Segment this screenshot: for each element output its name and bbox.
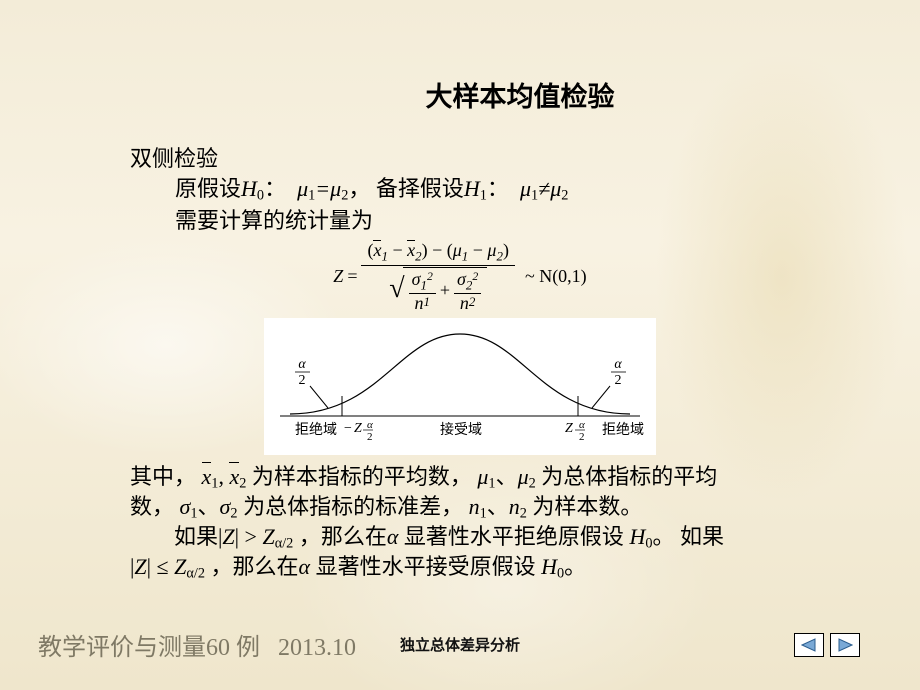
svg-text:−: −: [344, 421, 352, 436]
body-text: 双侧检验 原假设H0： μ1=μ2， 备择假设H1： μ1≠μ2 需要计算的统计…: [60, 144, 860, 235]
svg-text:拒绝域: 拒绝域: [602, 422, 644, 438]
footer-left: 教学评价与测量60 例 2013.10: [38, 627, 356, 662]
footer-center: 独立总体差异分析: [400, 634, 520, 655]
next-button[interactable]: [830, 633, 860, 657]
svg-text:接受域: 接受域: [440, 421, 482, 438]
line-two-sided: 双侧检验: [130, 144, 860, 174]
slide-footer: 教学评价与测量60 例 2013.10 独立总体差异分析: [0, 627, 920, 662]
svg-text:Z: Z: [565, 421, 573, 436]
svg-text:拒绝域: 拒绝域: [295, 422, 337, 438]
svg-text:2: 2: [367, 431, 373, 443]
svg-text:α: α: [367, 419, 373, 431]
normal-curve-diagram: α 2 α 2 拒绝域 接受域 拒绝域 −: [60, 318, 860, 455]
svg-text:2: 2: [615, 373, 622, 388]
svg-text:Z: Z: [354, 421, 362, 436]
svg-text:α: α: [579, 419, 585, 431]
explanation-para: 其中， x1, x2 为样本指标的平均数， μ1、μ2 为总体指标的平均 数， …: [60, 463, 860, 584]
z-formula: Z = (x1 − x2) − (μ1 − μ2) √ σ12n1 + σ22n…: [60, 241, 860, 311]
line-stat-needed: 需要计算的统计量为: [130, 206, 860, 236]
svg-text:2: 2: [579, 431, 585, 443]
slide-title: 大样本均值检验: [60, 75, 860, 114]
prev-button[interactable]: [794, 633, 824, 657]
line-hypotheses: 原假设H0： μ1=μ2， 备择假设H1： μ1≠μ2: [130, 174, 860, 206]
svg-text:α: α: [298, 357, 306, 372]
nav-buttons: [794, 633, 860, 657]
svg-text:2: 2: [299, 373, 306, 388]
svg-text:α: α: [614, 357, 622, 372]
slide-content: 大样本均值检验 双侧检验 原假设H0： μ1=μ2， 备择假设H1： μ1≠μ2…: [0, 0, 920, 583]
